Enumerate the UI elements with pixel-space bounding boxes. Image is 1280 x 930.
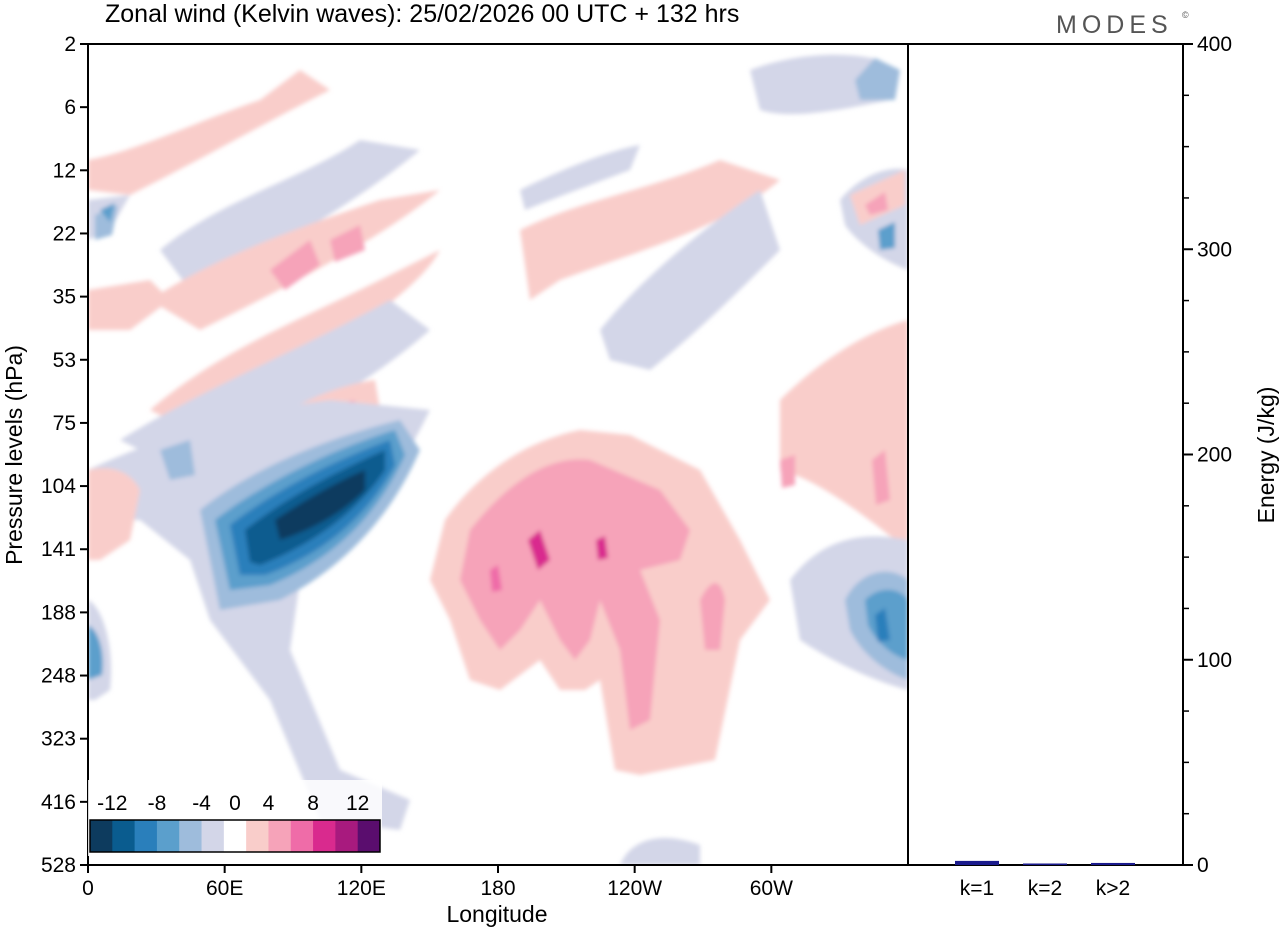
colorbar-label: 4 xyxy=(263,792,275,815)
colorbar-swatch xyxy=(112,820,136,852)
energy-panel: 0 100 200 300 400 k=1 k=2 k>2 xyxy=(907,33,1232,900)
x-tick-label: 120W xyxy=(607,877,662,900)
y-tick-label: 104 xyxy=(41,475,76,498)
colorbar-swatch xyxy=(201,820,225,852)
colorbar-swatch xyxy=(90,820,113,852)
x-tick-label: 180 xyxy=(480,877,515,900)
colorbar-label: -12 xyxy=(97,792,127,815)
modes-logo: MODES © xyxy=(1056,10,1189,39)
contour-region xyxy=(600,190,780,370)
y-tick-label: 35 xyxy=(53,286,76,309)
energy-tick-label: 400 xyxy=(1197,33,1232,56)
energy-tick-label: 200 xyxy=(1197,444,1232,467)
colorbar-label: 0 xyxy=(229,792,241,815)
x-tick-label: 60W xyxy=(750,877,793,900)
contour-region xyxy=(460,459,690,730)
y-tick-label: 22 xyxy=(53,222,76,245)
contour-region xyxy=(528,530,550,570)
contour-region xyxy=(596,536,608,560)
y-tick-label: 528 xyxy=(41,854,76,877)
x-tick-label: 0 xyxy=(82,877,94,900)
contour-plot xyxy=(87,43,909,866)
energy-category-label: k>2 xyxy=(1096,877,1130,900)
colorbar-swatch xyxy=(313,820,336,852)
contour-region xyxy=(780,455,795,488)
contour-region xyxy=(750,54,890,115)
contour-region xyxy=(520,160,780,300)
y-tick-label: 323 xyxy=(41,728,76,751)
colorbar: -12 -8 -4 0 4 8 12 xyxy=(88,780,382,856)
colorbar-swatch xyxy=(223,820,247,852)
colorbar-label: 8 xyxy=(307,792,319,815)
chart-title: Zonal wind (Kelvin waves): 25/02/2026 00… xyxy=(105,0,739,28)
contour-region xyxy=(88,280,170,330)
contour-region xyxy=(620,837,700,865)
y-axis-label: Pressure levels (hPa) xyxy=(1,345,27,565)
y-tick-label: 248 xyxy=(41,665,76,688)
contour-region xyxy=(160,440,195,480)
contour-region xyxy=(88,625,103,680)
contour-region xyxy=(275,470,365,540)
contour-region xyxy=(270,240,320,290)
contour-region xyxy=(120,300,430,470)
energy-category-label: k=1 xyxy=(960,877,994,900)
x-tick-label: 60E xyxy=(206,877,243,900)
contour-region xyxy=(875,608,890,642)
y-tick-label: 12 xyxy=(53,159,76,182)
contour-region xyxy=(88,468,140,560)
colorbar-label: -4 xyxy=(192,792,211,815)
contour-region xyxy=(100,203,115,222)
y-tick-label: 75 xyxy=(53,412,76,435)
colorbar-label: 12 xyxy=(346,792,369,815)
colorbar-swatch xyxy=(156,820,180,852)
energy-bar xyxy=(955,860,999,865)
contour-region xyxy=(865,192,888,215)
contour-region xyxy=(88,70,330,195)
y-tick-label: 53 xyxy=(53,349,76,372)
pressure-axis: 2 6 12 22 35 53 75 104 141 188 248 323 416 528 xyxy=(41,33,88,877)
longitude-axis: 0 60E 120E 180 120W 60W xyxy=(82,865,793,900)
svg-text:MODES: MODES xyxy=(1056,11,1173,39)
svg-text:©: © xyxy=(1182,10,1189,20)
energy-axis-label: Energy (J/kg) xyxy=(1253,387,1279,524)
y-tick-label: 6 xyxy=(64,96,76,119)
colorbar-swatch xyxy=(290,820,314,852)
contour-region xyxy=(330,225,365,262)
y-tick-label: 188 xyxy=(41,601,76,624)
contour-region xyxy=(520,145,640,210)
colorbar-swatch xyxy=(335,820,359,852)
energy-tick-label: 100 xyxy=(1197,649,1232,672)
colorbar-swatch xyxy=(134,820,158,852)
colorbar-swatch xyxy=(179,820,203,852)
colorbar-swatch xyxy=(268,820,292,852)
contour-region xyxy=(855,58,900,100)
energy-tick-label: 0 xyxy=(1197,854,1209,877)
contour-region xyxy=(872,450,890,505)
energy-category-label: k=2 xyxy=(1028,877,1062,900)
energy-bar xyxy=(1091,862,1135,865)
x-axis-label: Longitude xyxy=(446,901,547,927)
contour-region xyxy=(490,565,502,592)
colorbar-label: -8 xyxy=(148,792,167,815)
colorbar-swatch xyxy=(246,820,269,852)
y-tick-label: 2 xyxy=(64,33,76,56)
energy-tick-label: 300 xyxy=(1197,238,1232,261)
y-tick-label: 141 xyxy=(41,538,76,561)
contour-region xyxy=(878,222,895,250)
contour-region xyxy=(95,205,118,240)
y-tick-label: 416 xyxy=(41,791,76,814)
energy-bar xyxy=(1023,863,1067,865)
contour-region xyxy=(700,583,725,650)
contour-region xyxy=(160,140,420,290)
colorbar-swatch xyxy=(357,820,381,852)
x-tick-label: 120E xyxy=(337,877,386,900)
